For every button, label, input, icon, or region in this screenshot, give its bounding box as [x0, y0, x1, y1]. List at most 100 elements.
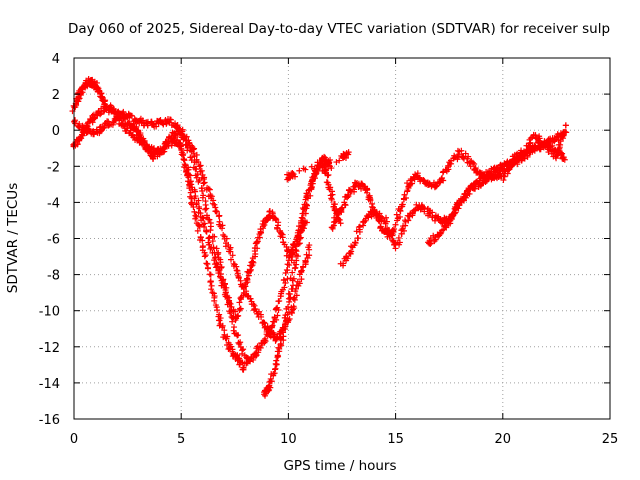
data-point: [308, 184, 315, 191]
data-point: [306, 252, 313, 259]
data-point: [194, 227, 201, 234]
data-point: [287, 294, 294, 301]
data-point: [479, 180, 486, 187]
data-point: [158, 147, 165, 154]
y-tick-label: -10: [39, 305, 60, 320]
data-point: [199, 244, 206, 251]
data-point: [399, 201, 406, 208]
data-point: [278, 342, 285, 349]
y-tick-label: -12: [39, 341, 60, 356]
data-point: [298, 227, 305, 234]
data-point: [209, 289, 216, 296]
data-point: [215, 213, 222, 220]
data-point: [286, 315, 293, 322]
data-point: [296, 167, 303, 174]
data-point: [463, 155, 470, 162]
data-point: [294, 253, 301, 260]
data-point: [83, 129, 90, 136]
data-point: [447, 220, 454, 227]
data-point: [213, 208, 220, 215]
data-point: [437, 230, 444, 237]
y-tick-label: -4: [47, 196, 60, 211]
data-point: [239, 350, 246, 357]
data-point: [211, 257, 218, 264]
data-point: [307, 192, 314, 199]
data-point: [242, 280, 249, 287]
data-point: [277, 341, 284, 348]
data-point: [206, 235, 213, 242]
data-point: [202, 206, 209, 213]
data-point: [212, 208, 219, 215]
data-points: [69, 75, 570, 399]
data-point: [397, 207, 404, 214]
data-point: [213, 264, 220, 271]
data-point: [197, 162, 204, 169]
data-point: [281, 284, 288, 291]
data-point: [206, 186, 213, 193]
data-point: [212, 254, 219, 261]
data-point: [365, 214, 372, 221]
data-point: [442, 223, 449, 230]
data-point: [233, 263, 240, 270]
data-point: [296, 235, 303, 242]
data-point: [199, 194, 206, 201]
data-point: [462, 150, 469, 157]
series-track-9: [477, 122, 569, 184]
data-point: [459, 154, 466, 161]
data-point: [526, 143, 533, 150]
data-point: [225, 299, 232, 306]
data-point: [127, 127, 134, 134]
data-point: [216, 317, 223, 324]
data-point: [280, 333, 287, 340]
data-point: [325, 171, 332, 178]
data-point: [273, 336, 280, 343]
data-point: [345, 193, 352, 200]
data-point: [450, 210, 457, 217]
data-point: [97, 111, 104, 118]
data-point: [284, 261, 291, 268]
data-point: [229, 252, 236, 259]
data-point: [301, 218, 308, 225]
data-point: [150, 145, 157, 152]
data-point: [455, 205, 462, 212]
data-point: [382, 220, 389, 227]
x-tick-label: 0: [70, 432, 78, 447]
data-point: [392, 221, 399, 228]
data-point: [329, 191, 336, 198]
data-point: [203, 228, 210, 235]
data-point: [190, 150, 197, 157]
data-point: [191, 195, 198, 202]
data-point: [227, 310, 234, 317]
data-point: [461, 193, 468, 200]
data-point: [344, 194, 351, 201]
data-point: [298, 268, 305, 275]
data-point: [356, 223, 363, 230]
data-point: [396, 213, 403, 220]
x-tick-label: 25: [602, 432, 619, 447]
data-point: [284, 311, 291, 318]
data-point: [98, 105, 105, 112]
data-point: [252, 350, 259, 357]
data-point: [232, 308, 239, 315]
data-point: [211, 233, 218, 240]
data-point: [99, 94, 106, 101]
data-point: [352, 239, 358, 246]
data-point: [284, 303, 291, 310]
data-point: [296, 223, 303, 230]
data-point: [302, 166, 309, 173]
data-point: [554, 152, 561, 159]
data-point: [229, 346, 236, 353]
data-point: [426, 210, 433, 217]
data-point: [214, 307, 221, 314]
data-point: [208, 244, 215, 251]
data-point: [208, 286, 215, 293]
data-point: [249, 255, 256, 262]
data-point: [191, 208, 198, 215]
data-point: [402, 195, 409, 202]
grid: [74, 58, 610, 419]
data-point: [220, 232, 227, 239]
data-point: [293, 292, 300, 299]
data-point: [271, 366, 278, 373]
data-point: [234, 272, 241, 279]
data-point: [247, 267, 254, 274]
